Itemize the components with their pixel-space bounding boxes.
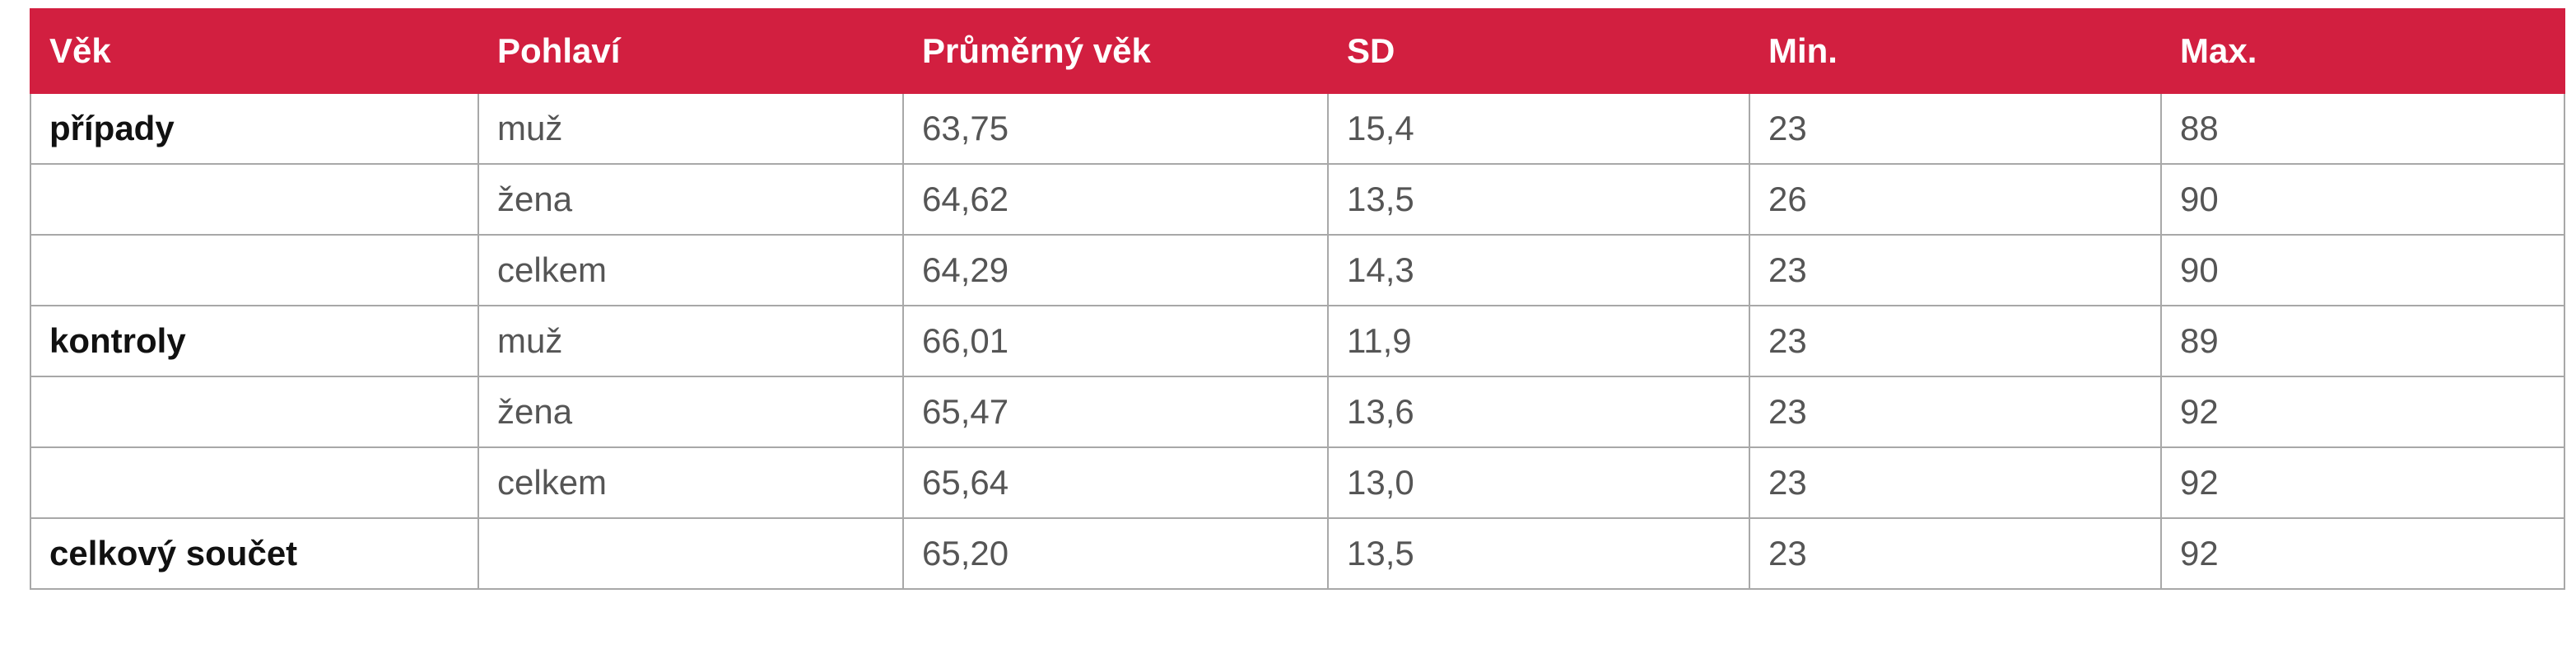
cell: 13,5: [1327, 517, 1750, 590]
cell: 64,62: [902, 163, 1329, 236]
header-cell: Průměrný věk: [902, 8, 1329, 94]
cell: celkem: [477, 234, 904, 306]
cell: žena: [477, 163, 904, 236]
cell: 23: [1749, 517, 2162, 590]
cell: 92: [2160, 517, 2565, 590]
cell: 23: [1749, 305, 2162, 377]
cell: 13,5: [1327, 163, 1750, 236]
table-row: případy muž 63,75 15,4 23 88: [30, 92, 2565, 165]
header-cell: Věk: [30, 8, 479, 94]
cell: 14,3: [1327, 234, 1750, 306]
cell: 65,64: [902, 446, 1329, 519]
table-row: celkový součet 65,20 13,5 23 92: [30, 517, 2565, 590]
cell: 64,29: [902, 234, 1329, 306]
table-row: žena 64,62 13,5 26 90: [30, 163, 2565, 236]
data-table: Věk Pohlaví Průměrný věk SD Min. Max. případy…: [30, 8, 2565, 590]
cell: 63,75: [902, 92, 1329, 165]
cell: 23: [1749, 92, 2162, 165]
table-row: celkem 65,64 13,0 23 92: [30, 446, 2565, 519]
group-cell: případy: [30, 92, 479, 165]
cell: 89: [2160, 305, 2565, 377]
header-cell: Max.: [2160, 8, 2565, 94]
cell: 88: [2160, 92, 2565, 165]
header-cell: Min.: [1749, 8, 2162, 94]
cell: 65,47: [902, 376, 1329, 448]
table-row: celkem 64,29 14,3 23 90: [30, 234, 2565, 306]
group-cell: [30, 376, 479, 448]
cell: 11,9: [1327, 305, 1750, 377]
cell: celkem: [477, 446, 904, 519]
header-cell: SD: [1327, 8, 1750, 94]
cell: 23: [1749, 234, 2162, 306]
cell: muž: [477, 305, 904, 377]
cell: 15,4: [1327, 92, 1750, 165]
cell: 66,01: [902, 305, 1329, 377]
group-cell: kontroly: [30, 305, 479, 377]
cell: 90: [2160, 234, 2565, 306]
cell: 26: [1749, 163, 2162, 236]
cell: muž: [477, 92, 904, 165]
header-row: Věk Pohlaví Průměrný věk SD Min. Max.: [30, 8, 2565, 94]
cell: 65,20: [902, 517, 1329, 590]
cell: 23: [1749, 376, 2162, 448]
cell: 90: [2160, 163, 2565, 236]
group-cell: [30, 446, 479, 519]
cell: žena: [477, 376, 904, 448]
cell: 92: [2160, 446, 2565, 519]
table-row: žena 65,47 13,6 23 92: [30, 376, 2565, 448]
group-cell: [30, 163, 479, 236]
cell: 23: [1749, 446, 2162, 519]
header-cell: Pohlaví: [477, 8, 904, 94]
group-cell: celkový součet: [30, 517, 479, 590]
cell: 92: [2160, 376, 2565, 448]
table-row: kontroly muž 66,01 11,9 23 89: [30, 305, 2565, 377]
cell: [477, 517, 904, 590]
cell: 13,6: [1327, 376, 1750, 448]
table-container: Věk Pohlaví Průměrný věk SD Min. Max. případy…: [30, 8, 2565, 590]
table-body: případy muž 63,75 15,4 23 88 žena 64,62 13,5 26 90…: [30, 92, 2565, 590]
cell: 13,0: [1327, 446, 1750, 519]
group-cell: [30, 234, 479, 306]
